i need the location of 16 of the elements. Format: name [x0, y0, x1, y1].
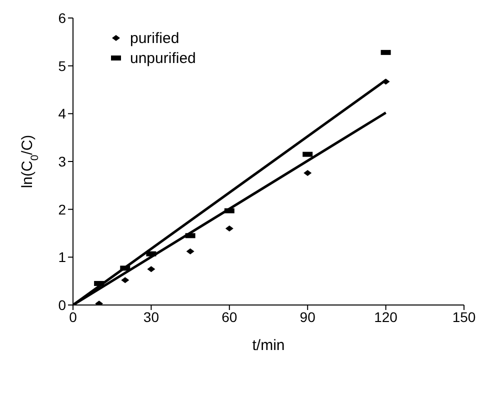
y-tick-label: 1 [58, 249, 66, 266]
x-tick-label: 120 [374, 308, 398, 325]
x-tick-label: 0 [69, 308, 78, 325]
x-tick-label: 150 [452, 308, 476, 325]
y-tick-label: 6 [58, 10, 66, 26]
y-tick-label: 4 [58, 106, 66, 122]
y-tick-label: 3 [58, 153, 66, 170]
y-tick-label: 0 [58, 296, 66, 313]
x-tick-label: 60 [222, 308, 238, 325]
y-tick-label: 2 [58, 201, 66, 218]
x-tick-label: 90 [300, 308, 316, 325]
legend-label: purified [130, 30, 180, 46]
x-tick-label: 30 [143, 308, 160, 325]
y-tick-label: 5 [58, 58, 66, 74]
x-axis-title: t/min [252, 337, 285, 354]
legend-label: unpurified [130, 50, 196, 66]
